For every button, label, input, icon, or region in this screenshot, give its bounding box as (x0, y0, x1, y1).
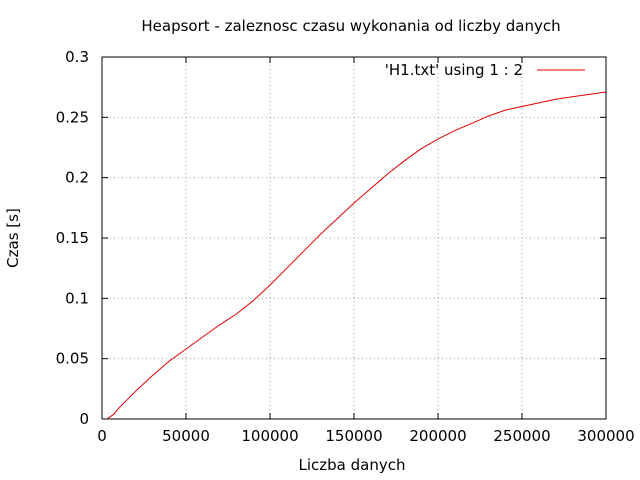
tick-labels: 0 50000 100000 150000 200000 250000 300000 0 0.0… (56, 48, 635, 445)
legend-label: 'H1.txt' using 1 : 2 (385, 61, 523, 79)
series-layer (106, 91, 607, 420)
x-axis-label: Liczba danych (299, 456, 406, 474)
x-tick-label: 150000 (325, 427, 382, 445)
x-tick-label: 250000 (493, 427, 550, 445)
x-tick-label: 50000 (162, 427, 210, 445)
chart-title: Heapsort - zaleznosc czasu wykonania od … (141, 17, 560, 35)
y-tick-label: 0.1 (65, 289, 89, 307)
y-tick-label: 0.2 (65, 169, 89, 187)
series-line (106, 91, 607, 420)
grid-lines (102, 57, 606, 419)
legend: 'H1.txt' using 1 : 2 (385, 61, 585, 79)
x-tick-label: 100000 (241, 427, 298, 445)
y-tick-label: 0.15 (56, 229, 89, 247)
y-axis-label: Czas [s] (4, 208, 22, 268)
plot-frame (101, 56, 607, 420)
y-tick-label: 0.05 (56, 350, 89, 368)
y-tick-label: 0.3 (65, 48, 89, 66)
y-tick-label: 0 (79, 410, 89, 428)
x-tick-label: 0 (97, 427, 107, 445)
x-tick-label: 300000 (577, 427, 634, 445)
y-tick-label: 0.25 (56, 108, 89, 126)
x-tick-label: 200000 (409, 427, 466, 445)
